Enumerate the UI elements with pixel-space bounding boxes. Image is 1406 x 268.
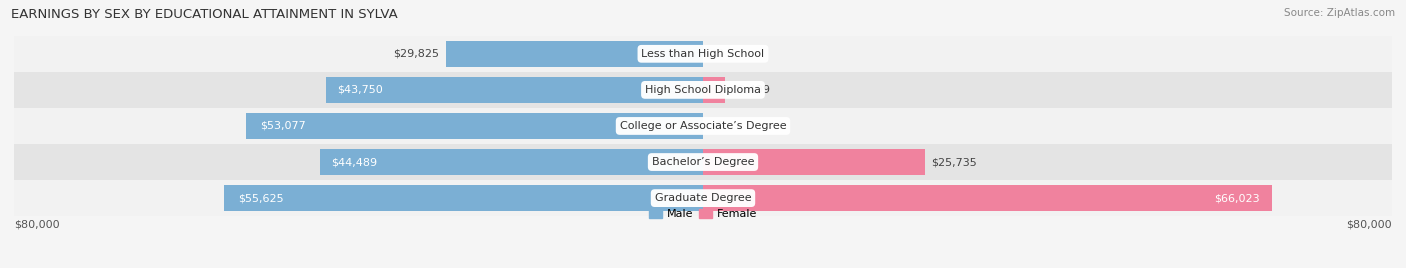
Text: Source: ZipAtlas.com: Source: ZipAtlas.com [1284,8,1395,18]
Text: $53,077: $53,077 [260,121,305,131]
Text: EARNINGS BY SEX BY EDUCATIONAL ATTAINMENT IN SYLVA: EARNINGS BY SEX BY EDUCATIONAL ATTAINMEN… [11,8,398,21]
Text: Graduate Degree: Graduate Degree [655,193,751,203]
Text: College or Associate’s Degree: College or Associate’s Degree [620,121,786,131]
Text: $66,023: $66,023 [1215,193,1260,203]
Text: $80,000: $80,000 [14,220,59,230]
Bar [446,41,703,67]
Text: High School Diploma: High School Diploma [645,85,761,95]
Text: $0: $0 [710,49,724,59]
Legend: Male, Female: Male, Female [644,204,762,224]
Text: $80,000: $80,000 [1347,220,1392,230]
Bar [246,113,703,139]
Bar [703,77,724,103]
Text: $2,499: $2,499 [731,85,770,95]
Bar [14,108,1392,144]
Text: $43,750: $43,750 [337,85,384,95]
Bar [703,149,925,175]
Text: $29,825: $29,825 [394,49,439,59]
Text: $55,625: $55,625 [239,193,284,203]
Bar [14,180,1392,216]
Text: Bachelor’s Degree: Bachelor’s Degree [652,157,754,167]
Bar [321,149,703,175]
Bar [14,72,1392,108]
Bar [14,144,1392,180]
Bar [224,185,703,211]
Bar [14,36,1392,72]
Bar [703,185,1271,211]
Text: Less than High School: Less than High School [641,49,765,59]
Bar [326,77,703,103]
Text: $44,489: $44,489 [332,157,377,167]
Text: $0: $0 [710,121,724,131]
Text: $25,735: $25,735 [932,157,977,167]
